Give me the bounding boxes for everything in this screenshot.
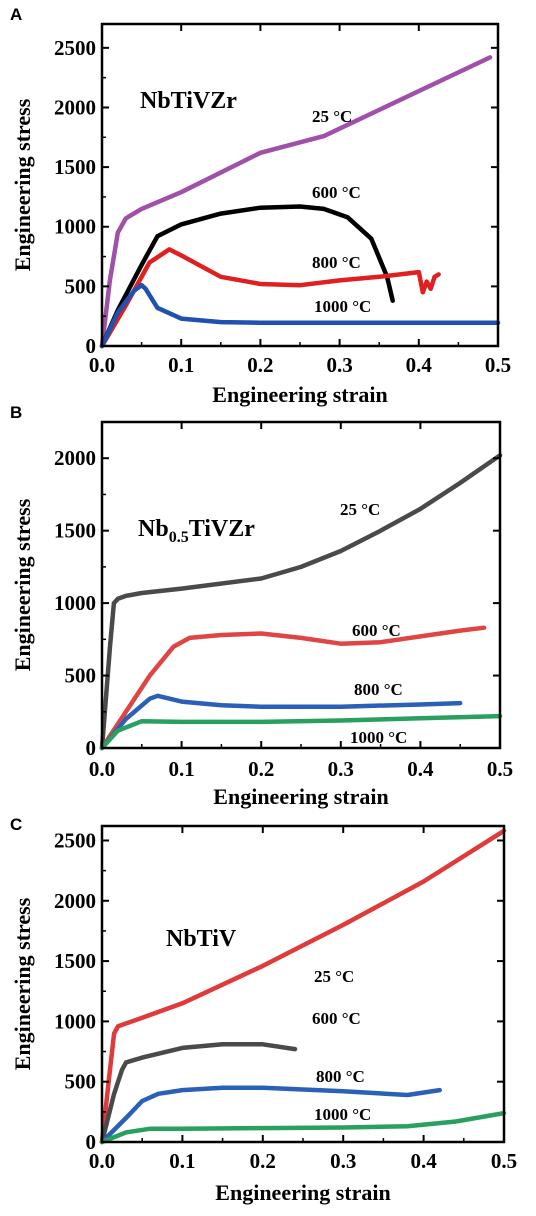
series-annotation: 600 °C [352, 621, 401, 640]
chart-title: NbTiVZr [140, 88, 237, 114]
y-axis-label: Engineering stress [10, 98, 35, 271]
series-line-1000Cc [99, 1110, 507, 1145]
y-tick-label: 1500 [54, 519, 96, 543]
series-annotation: 1000 °C [314, 297, 371, 316]
series-annotation: 800 °C [354, 680, 403, 699]
panel-a: A 0.0 0.1 0.2 0.3 0.4 0.5 0 500 1000 1500 2000 2500 E… [10, 5, 511, 407]
y-axis-label: Engineering stress [10, 897, 35, 1070]
y-tick-label: 1500 [54, 155, 96, 179]
x-tick-label: 0.0 [89, 1149, 115, 1173]
plot-frame [100, 22, 500, 348]
chart-title: NbTiV [166, 926, 237, 952]
y-tick-label: 2500 [54, 36, 96, 60]
series-annotation: 1000 °C [314, 1105, 371, 1124]
series-annotation: 1000 °C [350, 728, 407, 747]
x-tick-label: 0.3 [328, 757, 354, 781]
x-tick-label: 0.4 [410, 1149, 437, 1173]
x-tick-label: 0.1 [168, 353, 194, 377]
x-tick-label: 0.5 [487, 757, 513, 781]
panel-label: A [10, 5, 22, 24]
x-tick-label: 0.1 [169, 1149, 195, 1173]
panel-label: C [10, 815, 22, 834]
y-tick-label: 1000 [54, 591, 96, 615]
y-tick-label: 2500 [54, 828, 96, 852]
panel-c: C 0.0 0.1 0.2 0.3 0.4 0.5 0 500 1000 1500 2000 2500 E… [10, 815, 517, 1205]
title-rest: TiVZr [189, 516, 256, 542]
series-line-600Cc [99, 204, 395, 349]
series-line-25Cc [99, 453, 503, 751]
series-line-800Cc [99, 693, 463, 751]
x-axis-label: Engineering strain [215, 1180, 390, 1205]
x-tick-label: 0.4 [406, 353, 433, 377]
x-tick-label: 0.4 [407, 757, 434, 781]
series-line-1000Cc [99, 713, 503, 751]
series-line-25Cc [99, 55, 493, 349]
x-axis-label: Engineering strain [213, 784, 388, 809]
y-tick-label: 2000 [54, 95, 96, 119]
y-tick-label: 500 [65, 274, 97, 298]
series-line-800Cc [99, 1085, 442, 1145]
series-annotation: 25 °C [314, 967, 354, 986]
series-annotation: 600 °C [312, 183, 361, 202]
series-line-800Cc [99, 247, 441, 349]
y-tick-label: 0 [86, 736, 97, 760]
y-tick-label: 0 [86, 1130, 97, 1154]
title-subscript: 0.5 [169, 529, 189, 546]
y-tick-label: 1000 [54, 1009, 96, 1033]
y-tick-label: 500 [65, 1070, 97, 1094]
plot-frame [100, 420, 502, 750]
series-annotation: 800 °C [312, 253, 361, 272]
x-tick-label: 0.5 [485, 353, 511, 377]
x-tick-label: 0.3 [326, 353, 352, 377]
x-tick-label: 0.2 [248, 757, 274, 781]
chart-title: Nb0.5TiVZr [138, 516, 255, 546]
x-tick-label: 0.5 [491, 1149, 517, 1173]
series-line-1000Cc [99, 282, 501, 349]
y-tick-label: 500 [65, 664, 97, 688]
y-tick-label: 2000 [54, 446, 96, 470]
x-axis-label: Engineering strain [212, 382, 387, 407]
title-main: Nb [138, 516, 169, 542]
y-tick-label: 2000 [54, 889, 96, 913]
y-tick-label: 1500 [54, 949, 96, 973]
panel-b: B 0.0 0.1 0.2 0.3 0.4 0.5 0 500 1000 1500 2000 Engin… [10, 403, 513, 809]
series-annotation: 25 °C [340, 500, 380, 519]
series-annotation: 25 °C [312, 107, 352, 126]
x-tick-label: 0.2 [250, 1149, 276, 1173]
series-annotation: 600 °C [312, 1009, 361, 1028]
y-tick-label: 1000 [54, 215, 96, 239]
x-tick-label: 0.2 [247, 353, 273, 377]
x-tick-label: 0.0 [89, 353, 115, 377]
series-line-25Cc [99, 828, 507, 1145]
x-tick-label: 0.3 [330, 1149, 356, 1173]
series-line-600Cc [99, 625, 487, 751]
x-tick-label: 0.0 [89, 757, 115, 781]
x-tick-label: 0.1 [168, 757, 194, 781]
series-annotation: 800 °C [316, 1067, 365, 1086]
y-tick-label: 0 [86, 334, 97, 358]
y-axis-label: Engineering stress [10, 498, 35, 671]
series-line-600Cc [99, 1042, 298, 1145]
panel-label: B [10, 403, 22, 422]
